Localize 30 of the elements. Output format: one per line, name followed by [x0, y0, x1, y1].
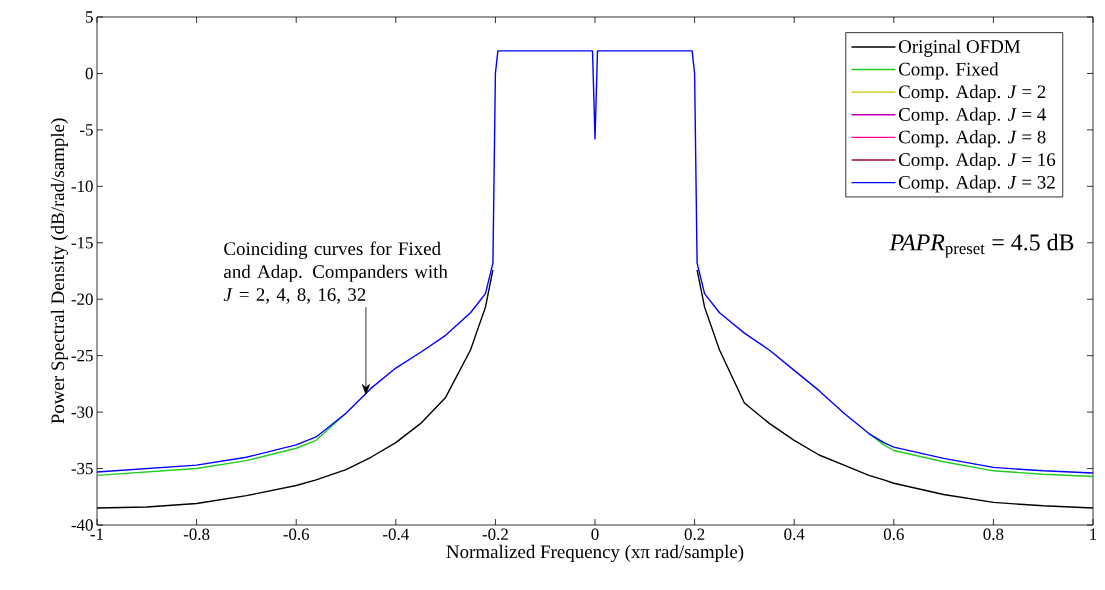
y-tick-label: -10	[71, 180, 93, 193]
x-tick-label: 0.2	[684, 528, 705, 541]
x-tick-label: 0.6	[883, 528, 904, 541]
x-tick-label: -0.4	[383, 528, 409, 541]
x-tick-label: -0.6	[283, 528, 310, 541]
legend-label: Comp. Adap. J = 8	[898, 130, 1046, 148]
x-tick-label: 0	[591, 528, 599, 540]
y-tick-label: 0	[85, 67, 93, 80]
y-tick-label: -35	[71, 462, 93, 475]
annotation: PAPR$_{preset}$ = 4.5 dB	[889, 233, 1074, 258]
legend-label: Comp. Adap. J = 2	[898, 84, 1046, 103]
y-tick-label: -25	[71, 349, 93, 362]
y-tick-label: -15	[71, 237, 93, 249]
legend-label: Comp. Fixed	[898, 62, 999, 80]
y-tick-label: -5	[80, 124, 93, 136]
y-tick-label: 5	[86, 11, 93, 23]
legend-label: Comp. Adap. J = 4	[898, 107, 1046, 125]
y-tick-label: -20	[71, 293, 93, 305]
y-axis-title: Power Spectral Density (dB/rad/sample)	[50, 118, 69, 424]
x-tick-label: 0.4	[784, 528, 805, 541]
annotation: Coinciding curves for Fixed and Adap. Companders with J = 2, 4, 8, 16, 32	[223, 241, 448, 304]
y-tick-label: -30	[71, 406, 93, 418]
legend-label: Comp. Adap. J = 32	[898, 175, 1055, 193]
x-axis-title: Normalized Frequency (xπ rad/sample)	[446, 544, 744, 563]
x-tick-label: -0.2	[482, 528, 508, 541]
x-tick-label: 0.8	[983, 528, 1004, 541]
legend-label: Original OFDM	[898, 39, 1021, 57]
x-tick-label: -0.8	[183, 528, 210, 541]
legend-label: Comp. Adap. J = 16	[898, 152, 1056, 170]
x-tick-label: 1	[1090, 528, 1097, 540]
